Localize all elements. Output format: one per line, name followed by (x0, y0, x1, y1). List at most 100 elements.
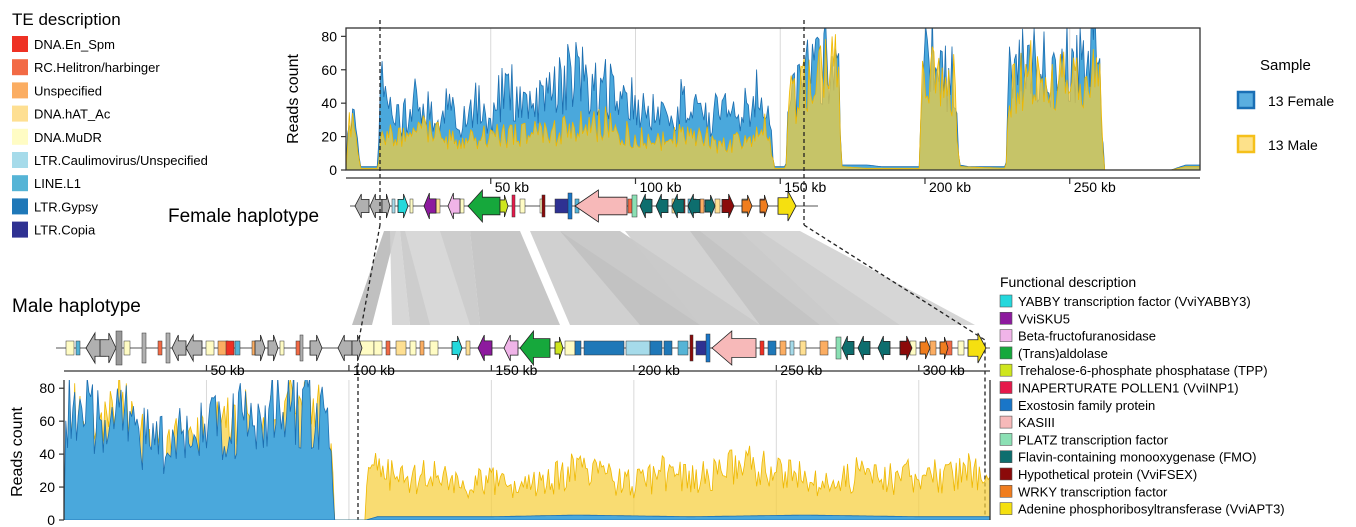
te-legend-label: RC.Helitron/harbinger (34, 60, 160, 75)
gene-arrow (267, 334, 279, 362)
te-block (123, 340, 131, 356)
te-legend-label: LTR.Gypsy (34, 199, 99, 214)
x-tick-label: 50 kb (210, 362, 244, 378)
te-block (631, 194, 638, 218)
te-block (409, 340, 417, 356)
gene-arrow (337, 334, 353, 362)
gene-arrow (939, 336, 949, 360)
te-block (767, 340, 777, 356)
synteny-ribbon (740, 231, 975, 325)
synteny-ribbon (390, 231, 410, 325)
gene-arrow (447, 192, 461, 220)
function-swatch (999, 329, 1013, 342)
te-swatch (12, 36, 28, 52)
x-tick-label: 100 kb (353, 362, 395, 378)
te-block (714, 198, 721, 214)
gene-arrow (397, 193, 409, 219)
gene-arrow (309, 334, 323, 362)
function-legend-label: INAPERTURATE POLLEN1 (VviINP1) (1018, 381, 1239, 396)
te-block (541, 194, 546, 218)
te-block (574, 340, 582, 356)
y-tick-label: 0 (47, 512, 55, 527)
function-legend-label: KASIII (1018, 415, 1055, 430)
y-tick-label: 60 (39, 413, 55, 429)
te-block (567, 192, 573, 220)
te-block (819, 340, 829, 356)
gene-arrow (639, 193, 653, 219)
functional-legend: Functional description YABBY transcripti… (999, 274, 1285, 517)
gene-arrow (741, 194, 753, 218)
te-block (799, 340, 807, 356)
te-block (435, 198, 441, 214)
te-block (373, 340, 383, 356)
sample-legend-title: Sample (1260, 57, 1311, 74)
x-tick-label: 100 kb (639, 179, 681, 195)
synteny-ribbon (470, 231, 560, 325)
te-legend: TE description DNA.En_Spm RC.Helitron/har… (12, 10, 208, 238)
female-coverage-area-13-male (346, 34, 1200, 170)
y-tick-label: 20 (321, 129, 337, 145)
gene-arrow (185, 333, 203, 363)
te-block (409, 198, 414, 214)
female-haplotype-label: Female haplotype (168, 206, 319, 227)
te-block (625, 340, 651, 356)
function-swatch (999, 450, 1013, 464)
female-haplotype-track: 50 kb 100 kb 150 kb 200 kb 250 kb Female hap… (168, 177, 1200, 227)
gene-arrow (919, 336, 931, 360)
te-block (789, 340, 795, 356)
te-swatch (12, 59, 28, 76)
gene-arrow (877, 335, 891, 361)
te-legend-label: LINE.L1 (34, 176, 81, 191)
y-tick-label: 80 (39, 380, 55, 396)
te-block (295, 340, 301, 356)
sample-swatch-13-female (1236, 90, 1256, 110)
gene-arrow (503, 334, 519, 362)
gene-arrow (704, 194, 716, 218)
x-tick-label: 200 kb (638, 362, 680, 378)
x-tick-label: 250 kb (780, 362, 822, 378)
te-swatch (12, 221, 28, 238)
te-block (75, 340, 81, 356)
te-legend-label: DNA.MuDR (34, 130, 102, 145)
te-block (677, 340, 689, 356)
te-block (699, 198, 705, 214)
functional-legend-title: Functional description (1000, 274, 1136, 290)
y-tick-label: 0 (329, 162, 337, 178)
gene-arrow (477, 334, 493, 362)
gene-arrow (354, 193, 370, 219)
female-y-axis-label: Reads count (285, 54, 302, 144)
te-block (429, 340, 439, 356)
te-swatch (12, 128, 28, 145)
gene-arrow (451, 335, 463, 361)
te-legend-label: Unspecified (34, 83, 102, 98)
gene-arrow (467, 188, 501, 224)
te-block (957, 340, 965, 356)
te-block (205, 340, 215, 356)
gene-arrow (554, 336, 564, 360)
te-block (234, 340, 241, 356)
synteny-ribbon (352, 231, 396, 325)
te-block (279, 340, 285, 356)
function-swatch (999, 398, 1013, 412)
te-block (564, 340, 576, 356)
te-block (583, 340, 625, 356)
male-haplotype-label: Male haplotype (12, 296, 141, 317)
te-block (225, 340, 235, 356)
male-y-axis-label: Reads count (9, 407, 26, 497)
y-tick-label: 60 (321, 62, 337, 78)
te-legend-label: DNA.En_Spm (34, 37, 115, 52)
function-legend-label: WRKY transcription factor (1018, 484, 1168, 499)
sample-label-13-male: 13 Male (1268, 137, 1318, 153)
function-legend-label: Adenine phosphoribosyltransferase (VviAP… (1018, 502, 1285, 517)
sample-label-13-female: 13 Female (1268, 93, 1334, 109)
te-swatch (12, 105, 28, 122)
te-block (759, 340, 765, 356)
x-tick-label: 300 kb (923, 362, 965, 378)
gene-arrow (381, 193, 391, 219)
x-tick-label: 200 kb (929, 179, 971, 195)
te-swatch (12, 175, 28, 192)
female-chart-frame (345, 27, 1201, 171)
te-block (663, 340, 673, 356)
x-tick-label: 150 kb (784, 179, 826, 195)
gene-arrow (99, 332, 117, 364)
